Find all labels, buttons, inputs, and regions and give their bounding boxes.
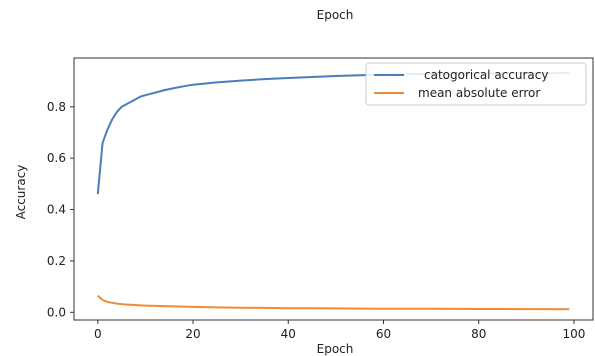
x-tick-label: 40 — [281, 327, 296, 341]
x-tick-label: 0 — [94, 327, 102, 341]
legend-label-mae: mean absolute error — [418, 86, 540, 100]
x-tick-label: 80 — [471, 327, 486, 341]
legend-box — [365, 62, 587, 106]
y-tick-label: 0.4 — [47, 203, 66, 217]
series-layer — [96, 71, 570, 311]
y-tick-label: 0.6 — [47, 151, 66, 165]
y-axis-label: Accuracy — [14, 165, 28, 220]
x-tick-label: 20 — [185, 327, 200, 341]
x-tick-label: 100 — [563, 327, 586, 341]
plot-area — [73, 57, 594, 321]
legend-label-accuracy: catogorical accuracy — [424, 68, 548, 82]
y-tick-label: 0.0 — [47, 305, 66, 319]
legend: catogorical accuracy mean absolute error — [365, 62, 587, 106]
series-line-mae — [97, 294, 570, 311]
x-axis-label: Epoch — [317, 342, 354, 356]
y-axis: 0.0 0.2 0.4 0.6 0.8 — [47, 100, 74, 319]
y-tick-label: 0.2 — [47, 254, 66, 268]
y-tick-label: 0.8 — [47, 100, 66, 114]
x-tick-label: 60 — [376, 327, 391, 341]
x-axis: 0 20 40 60 80 100 — [94, 320, 585, 341]
chart-title: Epoch — [317, 8, 354, 22]
